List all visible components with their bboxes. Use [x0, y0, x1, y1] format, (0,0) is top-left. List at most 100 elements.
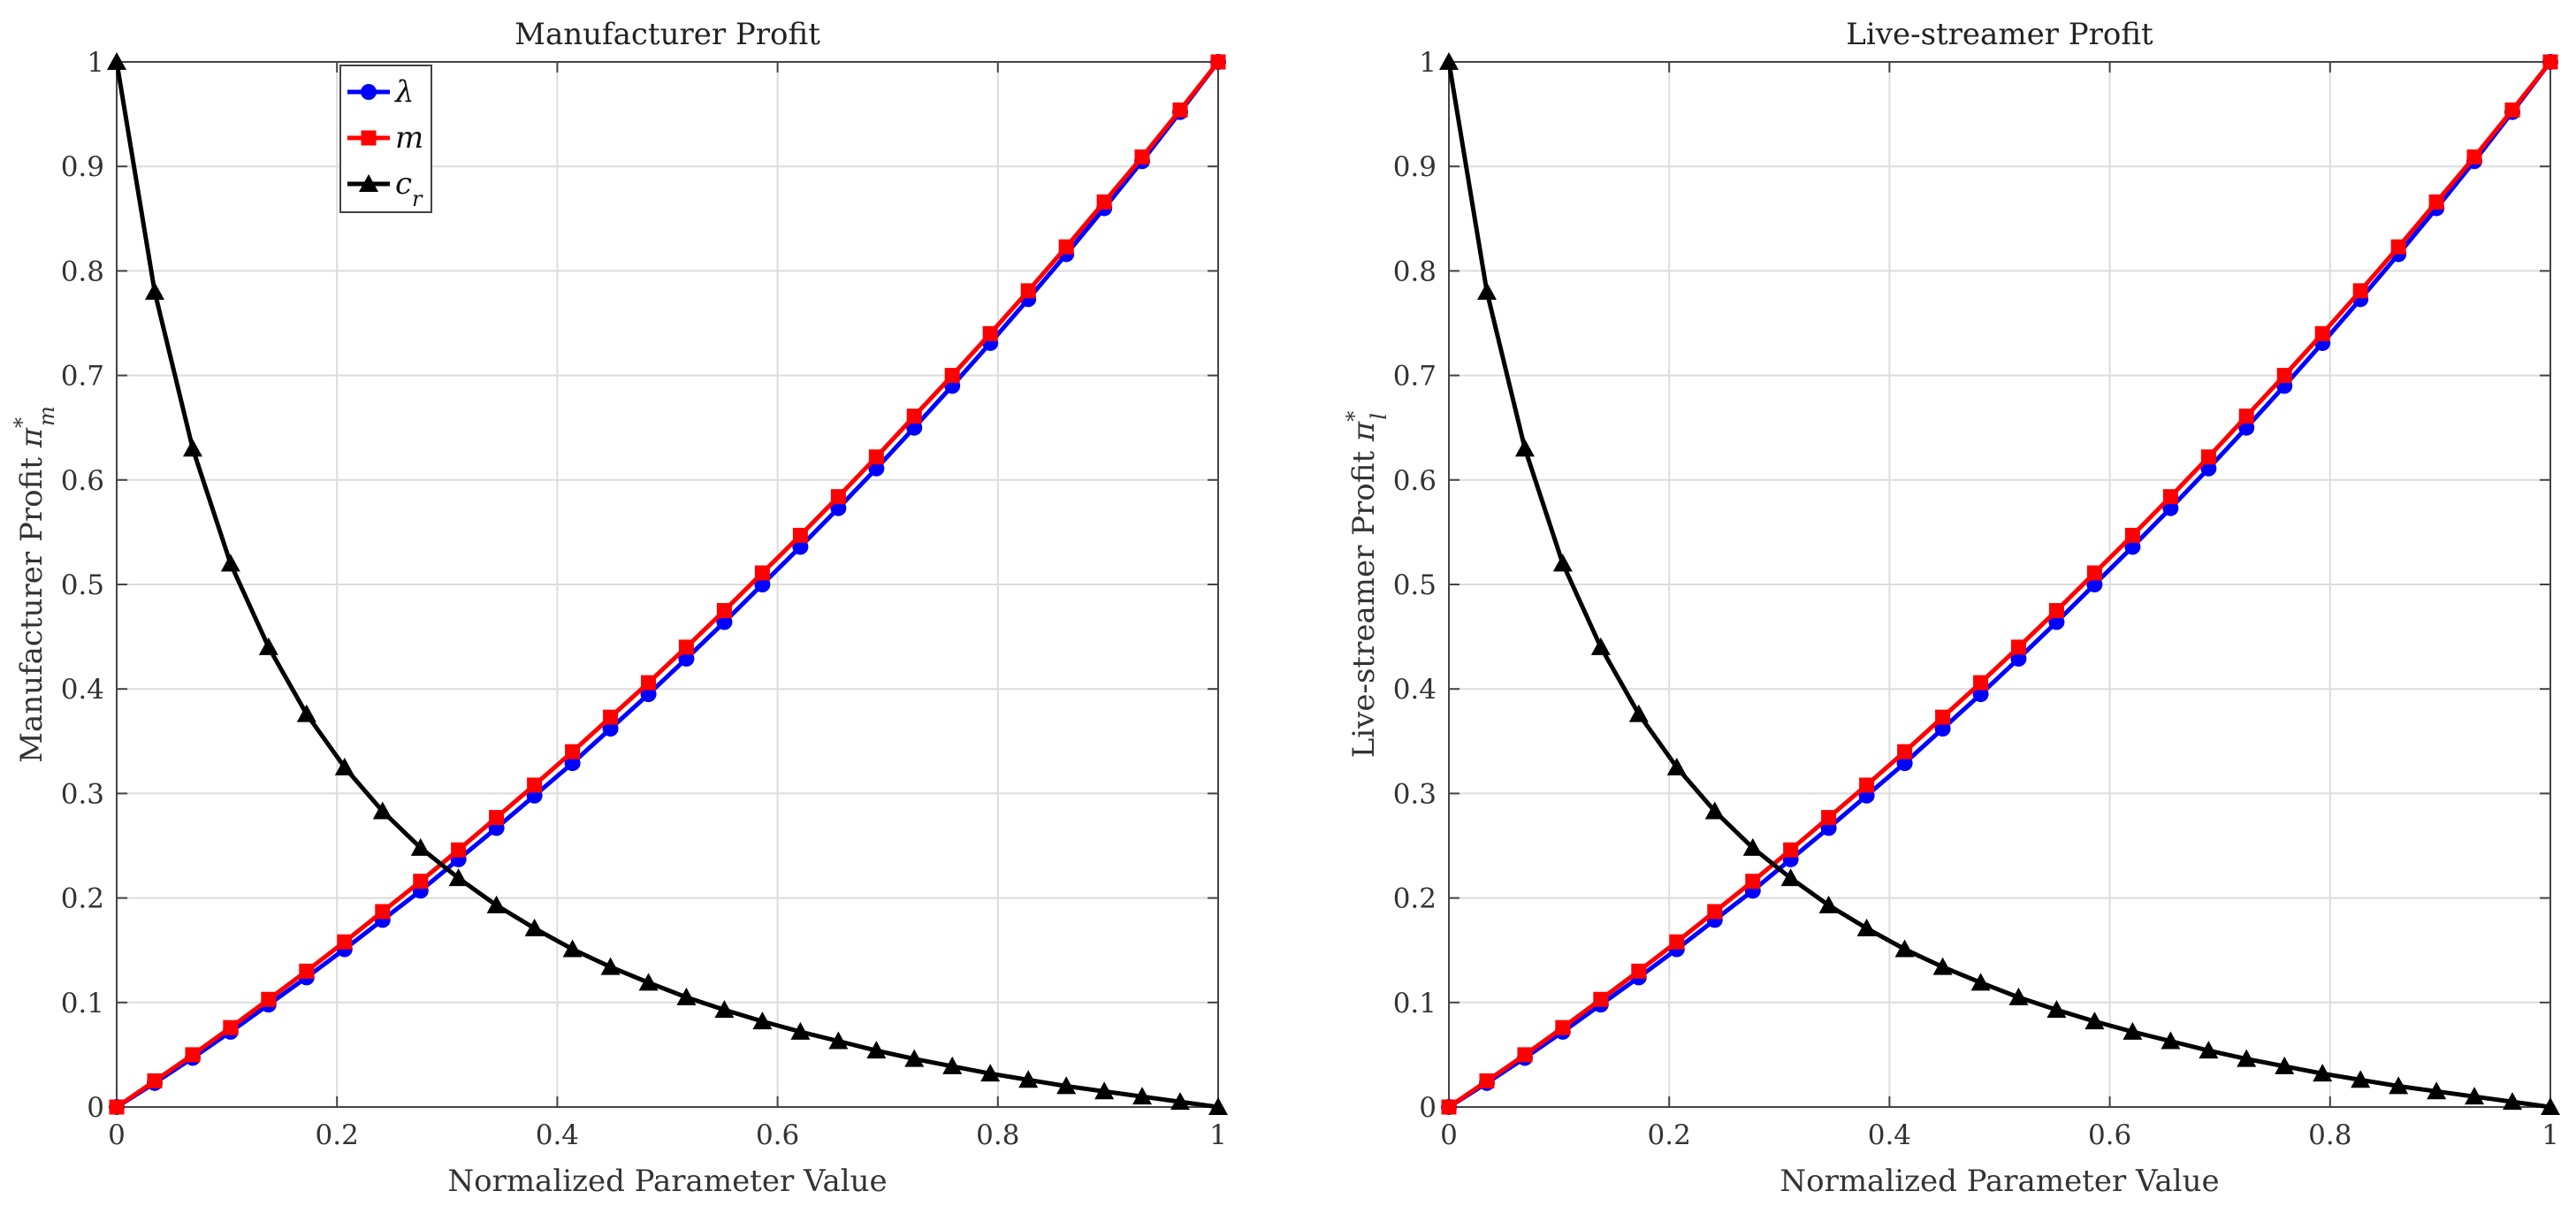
data-point — [375, 904, 391, 920]
data-point — [2314, 325, 2330, 341]
data-point — [1132, 1087, 1153, 1105]
y-tick-label: 0.6 — [61, 465, 104, 497]
data-point — [2276, 368, 2292, 384]
data-point — [906, 419, 923, 436]
data-point — [2541, 1097, 2560, 1115]
data-point — [2351, 1070, 2371, 1088]
legend-marker — [361, 84, 377, 100]
data-point — [107, 52, 126, 70]
data-point — [337, 934, 353, 950]
data-point — [2313, 1064, 2333, 1082]
data-point — [1742, 837, 1763, 856]
data-point — [754, 576, 771, 592]
data-point — [1780, 868, 1801, 887]
legend-entry-2: cr — [347, 166, 423, 211]
data-point — [223, 1019, 239, 1035]
data-point — [2124, 538, 2141, 555]
data-point — [2048, 614, 2065, 630]
y-tick-label: 0.4 — [61, 674, 104, 706]
data-point — [1704, 801, 1725, 820]
data-point — [792, 538, 809, 555]
y-axis-label: Manufacturer Profit π*m — [10, 406, 59, 763]
data-point — [1707, 904, 1723, 920]
data-point — [2237, 1049, 2257, 1067]
data-point — [147, 1073, 163, 1088]
series-m-1 — [1441, 54, 2558, 1115]
y-tick-label: 0.8 — [61, 256, 104, 287]
data-point — [2238, 419, 2255, 436]
data-point — [451, 842, 467, 858]
data-point — [640, 686, 657, 703]
legend-marker — [361, 130, 377, 146]
chart-title: Live-streamer Profit — [1846, 17, 2153, 52]
data-point — [716, 603, 732, 619]
legend-marker — [359, 174, 378, 192]
x-axis-label: Normalized Parameter Value — [1780, 1164, 2219, 1199]
data-point — [982, 325, 998, 341]
data-point — [2046, 1000, 2067, 1019]
y-tick-label: 0.7 — [61, 361, 104, 393]
data-point — [1894, 939, 1915, 958]
y-tick-label: 0.7 — [1393, 361, 1437, 393]
data-point — [296, 704, 316, 722]
data-point — [2086, 565, 2102, 581]
data-point — [678, 650, 695, 667]
y-tick-label: 0.4 — [1393, 674, 1437, 706]
data-point — [1096, 194, 1112, 210]
data-point — [2465, 1087, 2485, 1105]
data-point — [1856, 918, 1877, 936]
data-point — [792, 527, 808, 543]
data-point — [1056, 1076, 1077, 1095]
data-point — [2390, 239, 2406, 255]
data-point — [830, 500, 847, 516]
data-point — [1018, 1070, 1039, 1088]
legend-entry-1: m — [347, 120, 423, 156]
data-point — [2352, 283, 2368, 299]
data-point — [109, 1099, 125, 1115]
data-point — [1476, 282, 1497, 301]
data-point — [678, 639, 694, 655]
data-point — [1970, 973, 1991, 991]
data-point — [638, 973, 659, 991]
data-point — [1934, 721, 1951, 737]
data-point — [1745, 874, 1761, 890]
data-point — [790, 1021, 811, 1040]
x-tick-label: 0 — [1440, 1119, 1458, 1151]
data-point — [1439, 52, 1459, 70]
data-point — [602, 721, 619, 737]
data-point — [1514, 439, 1535, 457]
data-point — [562, 939, 583, 958]
data-point — [1896, 755, 1913, 772]
data-point — [600, 957, 621, 975]
y-axis-label: Live-streamer Profit π*l — [1342, 411, 1391, 759]
x-tick-label: 0.6 — [2088, 1119, 2131, 1151]
data-point — [2010, 650, 2027, 667]
data-point — [714, 1000, 735, 1019]
y-tick-label: 0.3 — [61, 778, 104, 810]
data-point — [2238, 408, 2254, 424]
data-point — [904, 1049, 925, 1067]
y-tick-label: 0.6 — [1393, 465, 1437, 497]
data-point — [2542, 54, 2558, 70]
data-point — [185, 1047, 201, 1063]
y-tick-label: 1 — [87, 47, 104, 79]
y-tick-label: 0.9 — [61, 151, 104, 183]
data-point — [261, 991, 277, 1007]
chart-title: Manufacturer Profit — [514, 17, 820, 52]
x-tick-label: 0 — [108, 1119, 126, 1151]
data-point — [944, 368, 960, 384]
series-m-1 — [109, 54, 1226, 1115]
data-point — [676, 987, 697, 1005]
y-tick-label: 0.5 — [61, 569, 104, 601]
data-point — [1593, 991, 1609, 1007]
data-point — [1172, 102, 1188, 118]
y-tick-label: 0.3 — [1393, 778, 1437, 810]
data-point — [527, 777, 543, 793]
data-point — [2199, 1041, 2219, 1059]
data-point — [2162, 489, 2178, 505]
x-axis-label: Normalized Parameter Value — [447, 1164, 887, 1199]
data-point — [2504, 102, 2520, 118]
y-tick-label: 0.1 — [61, 988, 104, 1019]
data-point — [486, 895, 507, 913]
